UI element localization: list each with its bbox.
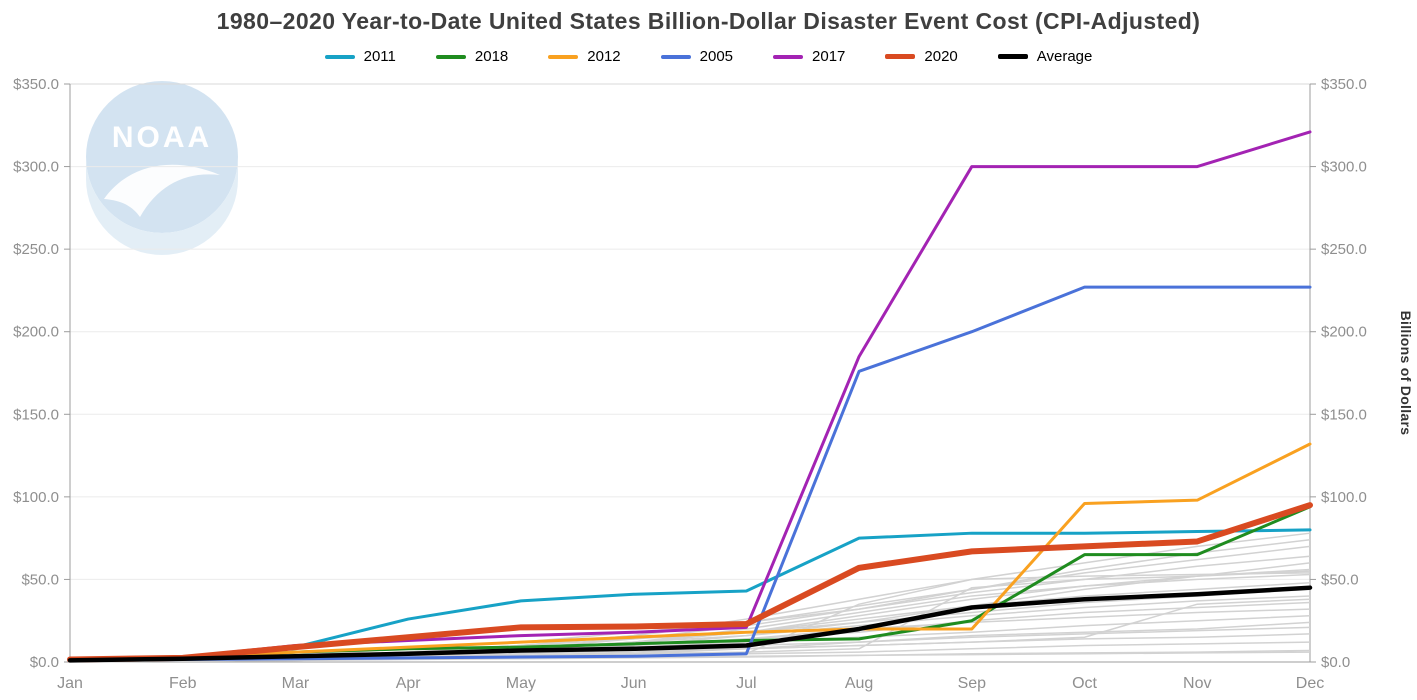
y-gridlines	[70, 165, 1310, 580]
legend-swatch-2005	[660, 54, 691, 59]
legend-item-2020[interactable]: 2020	[885, 48, 958, 66]
x-axis-label: Apr	[396, 675, 422, 692]
legend-label: 2011	[363, 48, 396, 66]
legend-label: 2012	[587, 48, 621, 66]
y-axis-label-right: $250.0	[1321, 241, 1367, 258]
x-axis-label: Mar	[282, 675, 310, 692]
main-series-lines	[67, 129, 1313, 663]
legend-label: 2020	[924, 48, 958, 66]
legend-item-2018[interactable]: 2018	[435, 48, 509, 66]
legend-label: 2017	[812, 48, 846, 66]
legend-item-2011[interactable]: 2011	[324, 48, 396, 66]
y-axis-label-left: $0.0	[30, 654, 59, 671]
legend-label: Average	[1036, 48, 1093, 66]
y-axis-labels: $0.0 $0.0 $50.0 $50.0 $100.0 $100.0 $150.0 $150…	[13, 76, 1367, 671]
y-axis-title: Billions of Dollars	[1398, 310, 1414, 435]
x-axis-labels: Jan Feb Mar Apr May Jun Jul Aug Sep Oct Nov Dec	[57, 675, 1324, 692]
x-axis-label: Jun	[621, 675, 647, 692]
y-axis-label-right: $350.0	[1321, 76, 1367, 93]
y-axis-label-left: $50.0	[21, 571, 59, 588]
legend-label: 2018	[474, 48, 509, 66]
legend-item-2012[interactable]: 2012	[548, 48, 621, 66]
y-axis-label-left: $100.0	[13, 488, 59, 505]
x-axis-label: Nov	[1183, 675, 1211, 692]
y-axis-label-right: $300.0	[1321, 158, 1367, 175]
legend-item-2005[interactable]: 2005	[660, 48, 734, 66]
legend-swatch-average	[997, 54, 1028, 60]
noaa-logo-text: NOAA	[112, 121, 212, 154]
y-axis-label-left: $250.0	[13, 241, 59, 258]
line-chart-svg: NOAA $0.0 $0.0 $50.0 $50.0 $100.0 $100.0 $150.0…	[13, 76, 1414, 692]
noaa-logo-watermark: NOAA	[86, 80, 238, 255]
x-axis-label: Sep	[958, 675, 987, 692]
chart-legend: 2011 2018 2012 2005 2017 2020 Average	[0, 45, 1417, 69]
chart-title: 1980–2020 Year-to-Date United States Bil…	[216, 8, 1201, 34]
x-axis-label: Feb	[169, 675, 197, 692]
x-axis-label: May	[506, 675, 536, 692]
legend-swatch-2011	[324, 54, 355, 59]
x-axis-label: Jul	[736, 675, 756, 692]
y-axis-label-right: $50.0	[1321, 571, 1359, 588]
x-axis-label: Dec	[1296, 675, 1324, 692]
y-axis-label-left: $150.0	[13, 406, 59, 423]
y-axis-label-left: $300.0	[13, 158, 59, 175]
legend-item-average[interactable]: Average	[997, 48, 1093, 66]
series-line-average[interactable]	[67, 585, 1313, 663]
legend-swatch-2020	[885, 54, 916, 60]
legend-swatch-2017	[773, 54, 804, 59]
legend-item-2017[interactable]: 2017	[773, 48, 845, 65]
legend-swatch-2018	[435, 54, 466, 59]
legend-label: 2005	[699, 48, 734, 66]
legend-swatch-2012	[548, 54, 579, 59]
x-axis-label: Oct	[1072, 675, 1097, 692]
x-axis-label: Aug	[845, 675, 873, 692]
series-line-2012[interactable]	[68, 442, 1312, 661]
y-axis-label-right: $100.0	[1321, 488, 1367, 505]
series-line-2020[interactable]	[67, 501, 1313, 663]
y-axis-label-right: $0.0	[1321, 654, 1350, 671]
x-axis-label: Jan	[57, 675, 83, 692]
noaa-seagull-icon	[104, 164, 220, 217]
y-axis-label-right: $150.0	[1321, 406, 1367, 423]
axis-frame	[69, 83, 1311, 663]
y-axis-label-left: $200.0	[13, 323, 59, 340]
y-axis-ticks	[64, 83, 1316, 663]
y-axis-label-right: $200.0	[1321, 323, 1367, 340]
series-line-2005[interactable]	[68, 285, 1312, 662]
y-axis-label-left: $350.0	[13, 76, 59, 93]
